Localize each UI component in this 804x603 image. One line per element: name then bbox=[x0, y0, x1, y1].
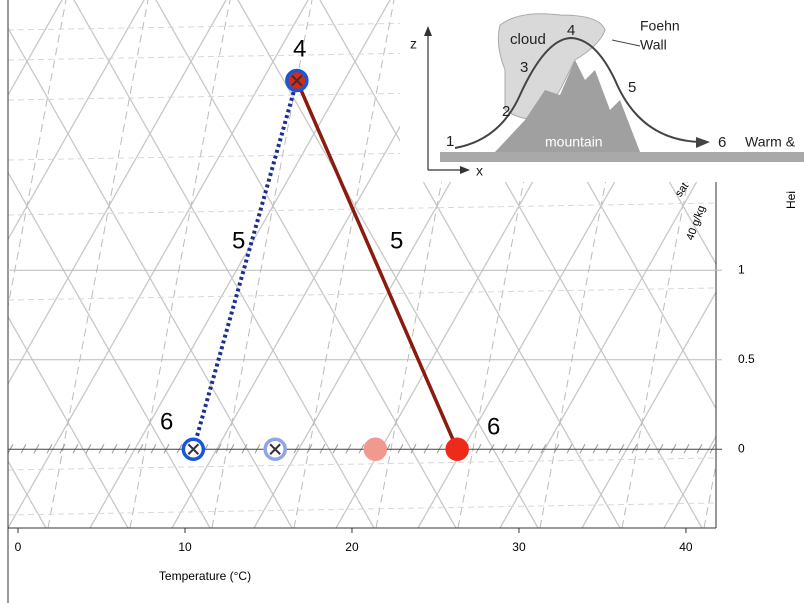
y-tick-label: 0.5 bbox=[738, 352, 755, 366]
annotation: 6 bbox=[160, 408, 173, 435]
inset-label: 2 bbox=[502, 103, 510, 120]
x-tick-label: 20 bbox=[345, 540, 359, 554]
inset-label: 4 bbox=[567, 22, 575, 39]
inset-label: 1 bbox=[446, 133, 454, 150]
x-tick-label: 0 bbox=[15, 540, 22, 554]
annotation: 40 g/kg bbox=[684, 204, 708, 242]
x-tick-label: 10 bbox=[178, 540, 192, 554]
inset-label: 6 bbox=[718, 134, 726, 151]
parcel-marker bbox=[447, 439, 467, 459]
pressure-line bbox=[8, 458, 716, 470]
annotation: 5 bbox=[390, 227, 403, 254]
inset-ground bbox=[440, 152, 804, 162]
profile-line bbox=[193, 81, 297, 450]
inset-label: mountain bbox=[545, 134, 603, 150]
x-tick-label: 30 bbox=[512, 540, 526, 554]
chart: 0 10 20 30 40 0 0.5 1 Temperature (°C) Hei 4 5 5 6 6 40… bbox=[0, 0, 804, 603]
inset-label: Wall bbox=[640, 37, 667, 53]
inset-label: 3 bbox=[520, 59, 528, 76]
y-axis-label: Hei bbox=[784, 191, 798, 209]
pressure-line bbox=[8, 203, 716, 215]
x-axis-label: Temperature (°C) bbox=[159, 569, 251, 583]
y-tick-label: 1 bbox=[738, 262, 745, 276]
annotation: 5 bbox=[232, 227, 245, 254]
y-tick-label: 0 bbox=[738, 441, 745, 455]
annotation: 6 bbox=[487, 413, 500, 440]
inset-label: cloud bbox=[510, 31, 546, 48]
inset-label: Warm & bbox=[745, 134, 796, 150]
inset-label: z bbox=[410, 36, 417, 52]
inset-label: 5 bbox=[628, 79, 636, 96]
inset-label: x bbox=[476, 163, 483, 179]
pressure-line bbox=[8, 288, 716, 300]
parcel-marker bbox=[365, 439, 385, 459]
inset-diagram: z x cloud 4 Foehn Wall 3 5 2 1 mountain 6 Warm & bbox=[400, 0, 804, 182]
inset-label: Foehn bbox=[640, 18, 680, 34]
annotation: 4 bbox=[293, 35, 306, 62]
x-tick-label: 40 bbox=[679, 540, 693, 554]
